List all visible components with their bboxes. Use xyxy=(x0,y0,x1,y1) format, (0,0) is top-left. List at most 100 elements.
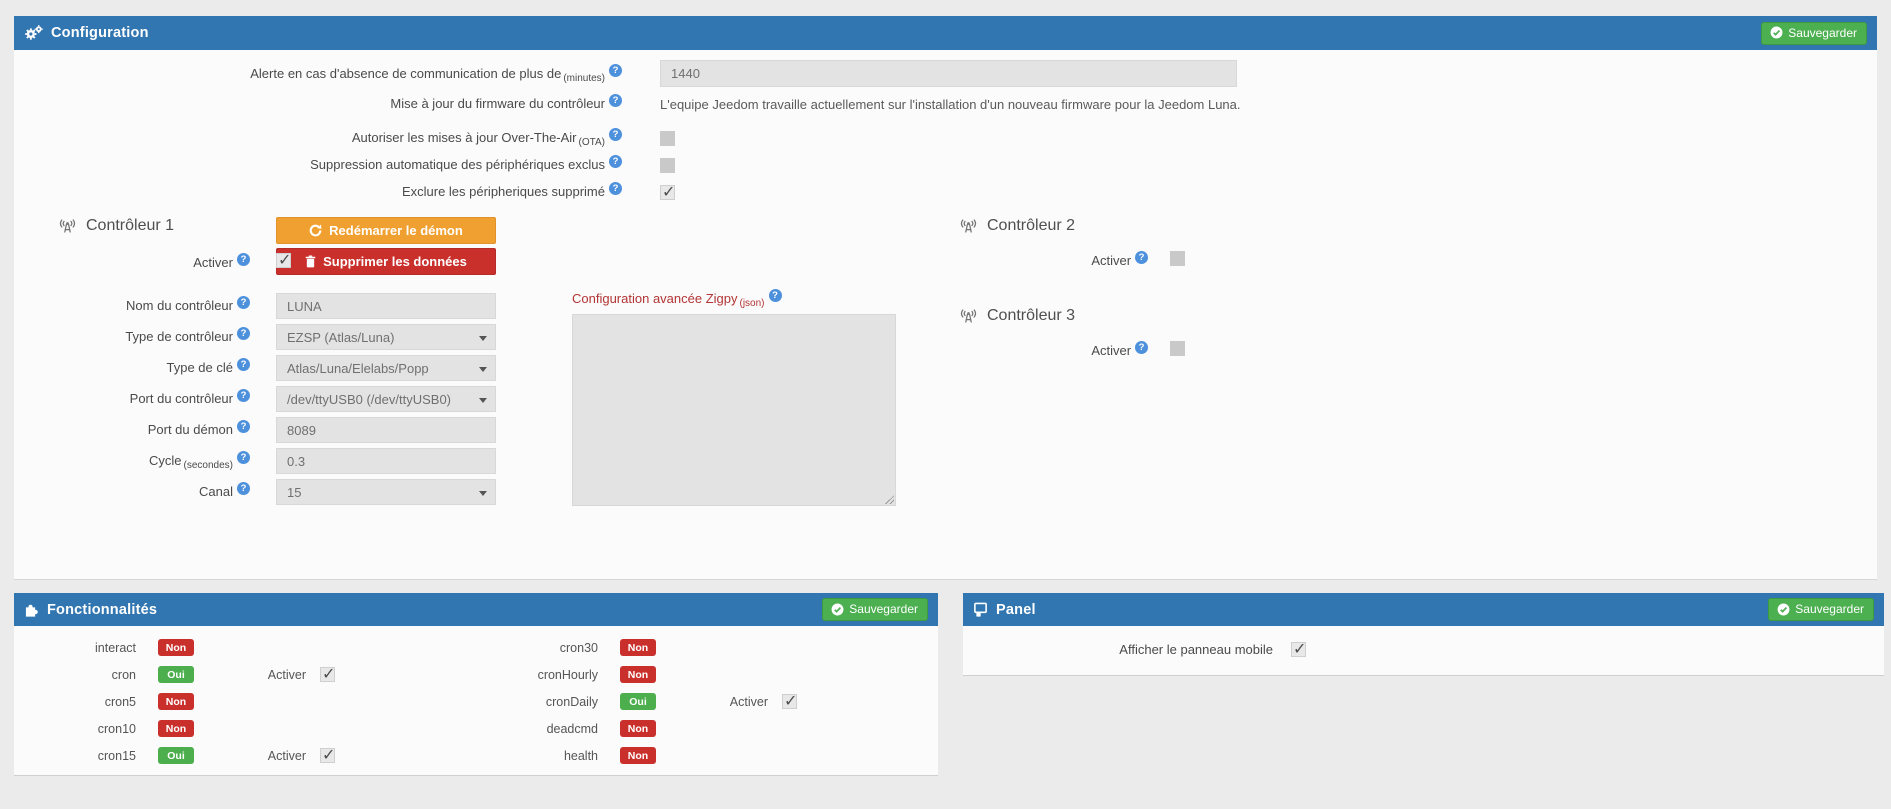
text-field[interactable]: 0.3 xyxy=(276,448,496,474)
feature-activer-label: Activer xyxy=(267,748,306,763)
text-field[interactable]: 8089 xyxy=(276,417,496,443)
select-field[interactable]: EZSP (Atlas/Luna) xyxy=(276,324,496,350)
panel-panel: Panel Sauvegarder Afficher le panneau mo… xyxy=(963,593,1884,676)
controller-field-row: Cycle(secondes) 0.3 xyxy=(14,448,496,474)
text-field[interactable]: LUNA xyxy=(276,293,496,319)
firmware-note: L'equipe Jeedom travaille actuellement s… xyxy=(660,96,1241,112)
help-icon[interactable] xyxy=(609,182,622,195)
features-panel-body: interact Non cron Oui Activer cron5 Non … xyxy=(14,626,938,776)
field-label: Port du démon xyxy=(14,420,250,438)
zigpy-config-textarea[interactable] xyxy=(572,314,896,506)
feature-activer-checkbox[interactable] xyxy=(782,691,797,711)
chevron-down-icon xyxy=(479,491,487,496)
feature-activer-label: Activer xyxy=(729,694,768,709)
controller-field-row: Canal 15 xyxy=(14,479,496,505)
controller-2-activer-label: Activer xyxy=(959,251,1149,269)
help-icon[interactable] xyxy=(237,358,250,371)
chevron-down-icon xyxy=(479,367,487,372)
feature-activer-checkbox[interactable] xyxy=(320,664,335,684)
chevron-down-icon xyxy=(479,336,487,341)
status-badge: Non xyxy=(158,639,194,656)
auto-remove-checkbox[interactable] xyxy=(660,157,675,173)
help-icon[interactable] xyxy=(237,296,250,309)
help-icon[interactable] xyxy=(609,63,622,77)
status-badge: Oui xyxy=(620,693,656,710)
mobile-panel-row: Afficher le panneau mobile xyxy=(963,636,1884,663)
restart-daemon-button[interactable]: Redémarrer le démon xyxy=(276,217,496,244)
help-icon[interactable] xyxy=(768,289,782,302)
select-field[interactable]: /dev/ttyUSB0 (/dev/ttyUSB0) xyxy=(276,386,496,412)
configuration-panel-header: Configuration Sauvegarder xyxy=(14,16,1877,50)
exclude-deleted-row: Exclure les péripheriques supprimé xyxy=(14,182,1877,202)
firmware-label: Mise à jour du firmware du contrôleur xyxy=(14,94,622,112)
help-icon[interactable] xyxy=(237,327,250,340)
controller-field-row: Type de clé Atlas/Luna/Elelabs/Popp xyxy=(14,355,496,381)
save-panel-button[interactable]: Sauvegarder xyxy=(1768,598,1874,621)
select-field[interactable]: 15 xyxy=(276,479,496,505)
configuration-panel-title: Configuration xyxy=(51,25,149,41)
status-badge: Oui xyxy=(158,747,194,764)
help-icon[interactable] xyxy=(609,128,622,141)
features-panel-header: Fonctionnalités Sauvegarder xyxy=(14,593,938,626)
features-panel: Fonctionnalités Sauvegarder interact Non… xyxy=(14,593,938,776)
broadcast-tower-icon xyxy=(59,218,76,233)
save-configuration-button[interactable]: Sauvegarder xyxy=(1761,21,1867,45)
feature-row: cronHourly Non xyxy=(476,661,938,688)
help-icon[interactable] xyxy=(1135,251,1149,264)
feature-row: cron Oui Activer xyxy=(14,661,476,688)
status-badge: Non xyxy=(620,639,656,656)
feature-name: cron10 xyxy=(97,721,136,736)
cogs-icon xyxy=(24,25,43,41)
puzzle-icon xyxy=(24,602,39,617)
delete-data-button[interactable]: Supprimer les données xyxy=(276,248,496,275)
controller-3-activer-label: Activer xyxy=(959,341,1149,359)
help-icon[interactable] xyxy=(237,482,250,495)
field-label: Cycle (secondes) xyxy=(14,451,250,471)
controller-1-heading: Contrôleur 1 xyxy=(58,217,174,235)
help-icon[interactable] xyxy=(237,451,250,464)
feature-name: cron5 xyxy=(104,694,136,709)
panel-panel-header: Panel Sauvegarder xyxy=(963,593,1884,626)
controller-1-section: Contrôleur 1 Activer Nom du contrôleur xyxy=(14,213,554,505)
feature-activer-checkbox[interactable] xyxy=(320,745,335,765)
check-circle-icon xyxy=(1777,603,1790,615)
mobile-panel-checkbox[interactable] xyxy=(1291,639,1306,659)
panel-panel-title: Panel xyxy=(996,601,1036,618)
status-badge: Non xyxy=(620,747,656,764)
features-panel-title: Fonctionnalités xyxy=(47,601,158,618)
help-icon[interactable] xyxy=(609,155,622,168)
feature-name: cronHourly xyxy=(537,667,598,682)
ota-checkbox[interactable] xyxy=(660,130,675,146)
controllers-2-3-section: Contrôleur 2 Activer xyxy=(959,217,1389,361)
refresh-icon xyxy=(309,224,322,237)
feature-row: interact Non xyxy=(14,634,476,661)
help-icon[interactable] xyxy=(237,420,250,433)
field-label: Nom du contrôleur xyxy=(14,296,250,314)
zigpy-advanced-config: Configuration avancée Zigpy (json) xyxy=(572,289,896,506)
help-icon[interactable] xyxy=(609,94,622,107)
trash-icon xyxy=(305,255,316,268)
feature-name: cron15 xyxy=(97,748,136,763)
controller-2-activer-checkbox[interactable] xyxy=(1170,251,1186,266)
help-icon[interactable] xyxy=(237,253,250,266)
feature-row: deadcmd Non xyxy=(476,715,938,742)
controller-1-activer-label: Activer xyxy=(14,253,250,271)
status-badge: Non xyxy=(158,720,194,737)
controller-3-activer-checkbox[interactable] xyxy=(1170,341,1186,356)
field-label: Type de contrôleur xyxy=(14,327,250,345)
alert-field-label: Alerte en cas d'absence de communication… xyxy=(14,63,622,84)
exclude-deleted-checkbox[interactable] xyxy=(660,182,675,202)
configuration-panel-body: Alerte en cas d'absence de communication… xyxy=(14,50,1877,580)
help-icon[interactable] xyxy=(1135,341,1149,354)
configuration-panel: Configuration Sauvegarder Alerte en cas … xyxy=(14,16,1877,580)
save-features-button[interactable]: Sauvegarder xyxy=(822,598,928,621)
controller-field-row: Port du démon 8089 xyxy=(14,417,496,443)
feature-name: deadcmd xyxy=(546,721,598,736)
alert-minutes-input[interactable]: 1440 xyxy=(660,60,1237,87)
broadcast-tower-icon xyxy=(960,308,977,323)
feature-name: cron30 xyxy=(559,640,598,655)
select-field[interactable]: Atlas/Luna/Elelabs/Popp xyxy=(276,355,496,381)
controller-3-heading: Contrôleur 3 xyxy=(959,307,1389,325)
controller-1-activer-checkbox[interactable] xyxy=(276,250,291,270)
help-icon[interactable] xyxy=(237,389,250,402)
